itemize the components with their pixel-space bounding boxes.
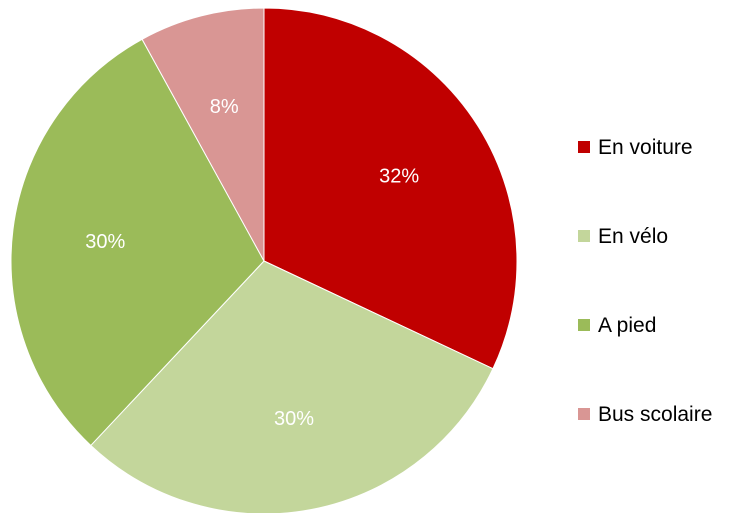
data-label-bus-scolaire: 8% bbox=[210, 96, 239, 118]
data-label-en-voiture: 32% bbox=[379, 165, 419, 187]
legend-item-en-voiture: En voiture bbox=[578, 136, 693, 159]
legend-label-en-voiture: En voiture bbox=[598, 136, 693, 159]
data-label-en-velo: 30% bbox=[274, 408, 314, 430]
legend-swatch-en-voiture bbox=[578, 141, 590, 153]
legend: En voiture En vélo A pied Bus scolaire bbox=[578, 136, 712, 426]
legend-item-a-pied: A pied bbox=[578, 314, 656, 337]
legend-item-bus-scolaire: Bus scolaire bbox=[578, 403, 712, 426]
legend-swatch-en-velo bbox=[578, 230, 590, 242]
legend-swatch-bus-scolaire bbox=[578, 408, 590, 420]
legend-label-bus-scolaire: Bus scolaire bbox=[598, 403, 712, 426]
legend-swatch-a-pied bbox=[578, 319, 590, 331]
legend-item-en-velo: En vélo bbox=[578, 225, 668, 248]
pie-slices bbox=[11, 8, 517, 513]
legend-label-a-pied: A pied bbox=[598, 314, 656, 337]
data-label-a-pied: 30% bbox=[85, 231, 125, 253]
legend-label-en-velo: En vélo bbox=[598, 225, 668, 248]
